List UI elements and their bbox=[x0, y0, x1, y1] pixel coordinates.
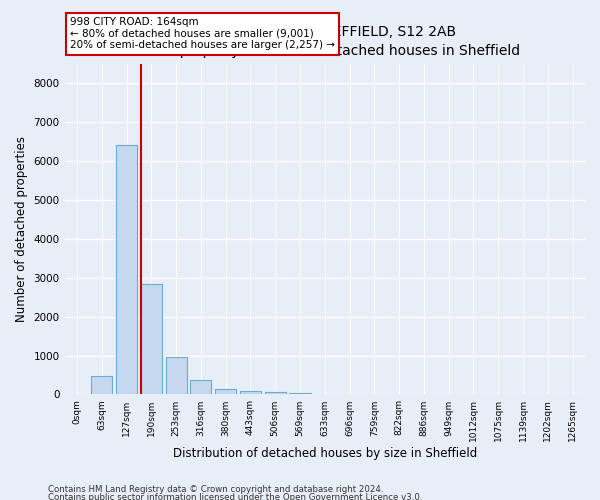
Title: 998, CITY ROAD, SHEFFIELD, S12 2AB
Size of property relative to detached houses : 998, CITY ROAD, SHEFFIELD, S12 2AB Size … bbox=[129, 25, 520, 58]
Text: Contains HM Land Registry data © Crown copyright and database right 2024.: Contains HM Land Registry data © Crown c… bbox=[48, 486, 383, 494]
Bar bbox=[166, 358, 187, 395]
Bar bbox=[240, 390, 261, 394]
Text: Contains public sector information licensed under the Open Government Licence v3: Contains public sector information licen… bbox=[48, 492, 422, 500]
Bar bbox=[190, 380, 211, 394]
Bar bbox=[116, 146, 137, 394]
X-axis label: Distribution of detached houses by size in Sheffield: Distribution of detached houses by size … bbox=[173, 447, 477, 460]
Bar bbox=[289, 392, 311, 394]
Bar bbox=[215, 389, 236, 394]
Bar bbox=[91, 376, 112, 394]
Text: 998 CITY ROAD: 164sqm
← 80% of detached houses are smaller (9,001)
20% of semi-d: 998 CITY ROAD: 164sqm ← 80% of detached … bbox=[70, 17, 335, 50]
Bar bbox=[265, 392, 286, 394]
Y-axis label: Number of detached properties: Number of detached properties bbox=[15, 136, 28, 322]
Bar bbox=[141, 284, 162, 395]
